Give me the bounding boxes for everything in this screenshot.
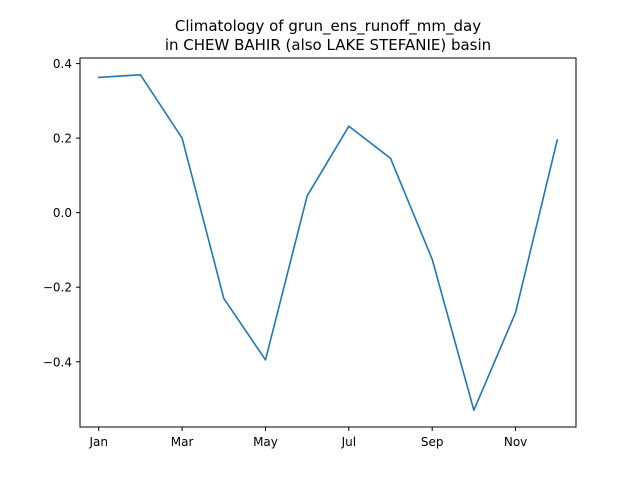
- series-group: [97, 73, 559, 412]
- y-tick-label-0: 0.4: [53, 57, 72, 71]
- chart-title-line-1: Climatology of grun_ens_runoff_mm_day: [175, 17, 481, 36]
- chart-title-line-2: in CHEW BAHIR (also LAKE STEFANIE) basin: [165, 36, 491, 54]
- y-tick-label-3: −0.2: [43, 281, 72, 295]
- x-tick-label-0: Jan: [89, 435, 109, 449]
- x-tick-label-1: Mar: [171, 435, 194, 449]
- y-tick-label-2: 0.0: [53, 206, 72, 220]
- plot-area-frame: [79, 57, 577, 428]
- series-line-0: [97, 73, 559, 412]
- x-tick-label-4: Sep: [421, 435, 444, 449]
- axis-ticks: Jan Mar May Jul Sep Nov 0.4 0.2 0.0 −0.2 −0.4: [43, 57, 527, 449]
- x-tick-label-3: Jul: [341, 435, 356, 449]
- y-tick-label-4: −0.4: [43, 355, 72, 369]
- x-tick-label-2: May: [253, 435, 278, 449]
- x-tick-label-5: Nov: [504, 435, 527, 449]
- y-tick-label-1: 0.2: [53, 132, 72, 146]
